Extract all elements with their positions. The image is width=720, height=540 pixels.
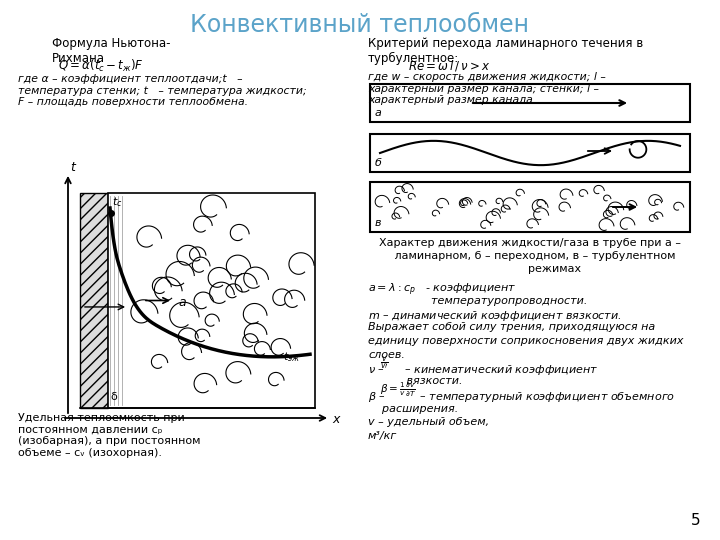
Text: слоев.: слоев. — [368, 349, 405, 360]
Text: $\frac{v}{v\prime}$: $\frac{v}{v\prime}$ — [380, 354, 389, 372]
Text: v – удельный объем,: v – удельный объем, — [368, 417, 489, 427]
Text: где w – скорость движения жидкости; l –
характерный размер канала; стенки; l –
х: где w – скорость движения жидкости; l – … — [368, 72, 606, 105]
Text: б: б — [375, 158, 382, 168]
Text: расширения.: расширения. — [368, 403, 458, 414]
Text: м³/кг: м³/кг — [368, 430, 397, 441]
Bar — [370, 182, 690, 232]
Text: $a = \lambda : c_p$   - коэффициент: $a = \lambda : c_p$ - коэффициент — [368, 282, 516, 299]
Text: $\beta = \frac{1}{v}\frac{\partial v}{\partial T}$: $\beta = \frac{1}{v}\frac{\partial v}{\p… — [380, 381, 416, 399]
Text: Критерий перехода ламинарного течения в
турбулентное:: Критерий перехода ламинарного течения в … — [368, 37, 643, 65]
Text: $Re = \omega\, l\, /\, \nu > x$: $Re = \omega\, l\, /\, \nu > x$ — [408, 58, 490, 73]
Text: в: в — [375, 218, 382, 228]
Text: а: а — [375, 108, 382, 118]
Text: вязкости.: вязкости. — [368, 376, 462, 387]
Text: $t_c$: $t_c$ — [112, 195, 122, 209]
Text: $\beta$ –          – температурный коэффициент объемного: $\beta$ – – температурный коэффициент об… — [368, 390, 675, 404]
Text: где α – коэффициент теплоотдачи;t   –
температура стенки; t   – температура жидк: где α – коэффициент теплоотдачи;t – темп… — [18, 74, 307, 107]
Text: a: a — [178, 295, 186, 308]
Text: Удельная теплоемкость при
постоянном давлении cₚ
(изобарная), а при постоянном
о: Удельная теплоемкость при постоянном дав… — [18, 413, 200, 458]
Text: Конвективный теплообмен: Конвективный теплообмен — [191, 13, 529, 37]
Text: 5: 5 — [690, 513, 700, 528]
Text: единицу поверхности соприкосновения двух жидких: единицу поверхности соприкосновения двух… — [368, 336, 683, 346]
Bar — [80, 193, 108, 408]
Text: Выражает собой силу трения, приходящуюся на: Выражает собой силу трения, приходящуюся… — [368, 322, 655, 333]
Bar — [370, 134, 690, 172]
Text: Характер движения жидкости/газа в трубе при а –
   ламинарном, б – переходном, в: Характер движения жидкости/газа в трубе … — [379, 238, 681, 274]
Bar — [108, 193, 315, 408]
Text: Формула Ньютона-
Рихмана: Формула Ньютона- Рихмана — [52, 37, 171, 65]
Text: δ: δ — [110, 392, 117, 402]
Text: x: x — [332, 413, 339, 426]
Text: $Q = \alpha(t_c - t_\mathit{ж})F$: $Q = \alpha(t_c - t_\mathit{ж})F$ — [58, 58, 144, 74]
Text: температуропроводности.: температуропроводности. — [368, 295, 588, 306]
Bar — [370, 84, 690, 122]
Text: $m$ – динамический коэффициент вязкости.: $m$ – динамический коэффициент вязкости. — [368, 309, 622, 323]
Text: $\nu$ –      – кинематический коэффициент: $\nu$ – – кинематический коэффициент — [368, 363, 598, 377]
Text: $t_\mathit{эж}$: $t_\mathit{эж}$ — [283, 350, 300, 365]
Text: t: t — [70, 161, 75, 174]
